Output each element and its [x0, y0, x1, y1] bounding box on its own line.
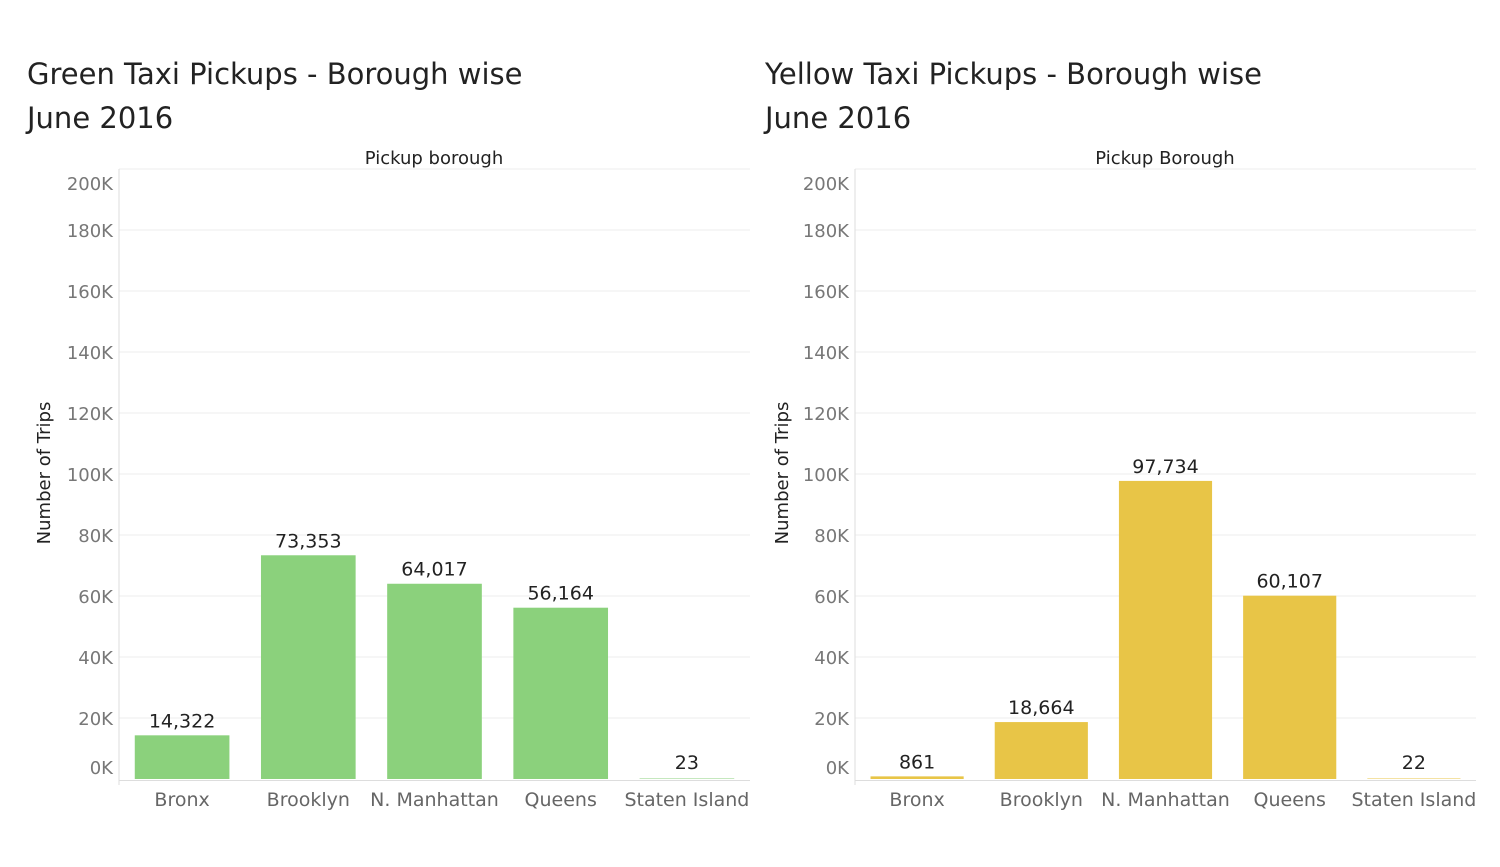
- x-tick-label: Bronx: [154, 789, 209, 811]
- x-tick-label: Queens: [525, 789, 597, 811]
- bar-brooklyn[interactable]: [994, 722, 1088, 779]
- y-tick-label: 160K: [803, 282, 850, 303]
- x-tick-label: Staten Island: [1351, 789, 1476, 811]
- bar-value-label: 97,734: [1132, 456, 1198, 478]
- chart-title-line1: Yellow Taxi Pickups - Borough wise: [764, 57, 1262, 91]
- bar-value-label: 73,353: [275, 530, 341, 552]
- y-tick-label: 20K: [814, 709, 850, 730]
- y-tick-label: 0K: [90, 758, 114, 779]
- y-tick-label: 80K: [814, 526, 850, 547]
- bar-n-manhattan[interactable]: [1118, 480, 1213, 779]
- bar-value-label: 18,664: [1008, 697, 1074, 719]
- x-tick-label: Staten Island: [624, 789, 749, 811]
- y-tick-label: 40K: [78, 648, 114, 669]
- y-tick-label: 200K: [803, 174, 850, 195]
- bar-queens[interactable]: [1243, 595, 1337, 779]
- y-tick-label: 0K: [826, 758, 850, 779]
- y-tick-label: 180K: [803, 221, 850, 242]
- y-tick-label: 60K: [78, 587, 114, 608]
- bar-n-manhattan[interactable]: [387, 583, 482, 779]
- chart-title-line1: Green Taxi Pickups - Borough wise: [27, 57, 523, 91]
- y-tick-label: 80K: [78, 526, 114, 547]
- x-tick-label: Queens: [1254, 789, 1326, 811]
- y-tick-label: 40K: [814, 648, 850, 669]
- y-tick-label: 140K: [67, 343, 114, 364]
- bar-bronx[interactable]: [134, 735, 230, 779]
- column-header: Pickup Borough: [1095, 148, 1234, 169]
- x-tick-label: N. Manhattan: [370, 789, 499, 811]
- bar-staten-island[interactable]: [1367, 778, 1461, 780]
- bar-value-label: 56,164: [527, 583, 593, 605]
- y-tick-label: 200K: [67, 174, 114, 195]
- x-tick-label: Bronx: [889, 789, 944, 811]
- y-axis-title: Number of Trips: [772, 402, 793, 545]
- y-tick-label: 160K: [67, 282, 114, 303]
- y-tick-label: 100K: [803, 465, 850, 486]
- bar-staten-island[interactable]: [639, 778, 735, 780]
- bar-value-label: 64,017: [401, 559, 467, 581]
- bar-value-label: 861: [899, 751, 935, 773]
- bar-queens[interactable]: [513, 607, 609, 779]
- bar-value-label: 60,107: [1256, 571, 1322, 593]
- y-tick-label: 100K: [67, 465, 114, 486]
- y-tick-label: 60K: [814, 587, 850, 608]
- chart-0: Green Taxi Pickups - Borough wise June 20…: [25, 57, 750, 811]
- bar-bronx[interactable]: [870, 776, 964, 779]
- y-tick-label: 140K: [803, 343, 850, 364]
- y-tick-label: 20K: [78, 709, 114, 730]
- bar-brooklyn[interactable]: [260, 555, 356, 779]
- x-tick-label: Brooklyn: [1000, 789, 1083, 811]
- y-tick-label: 180K: [67, 221, 114, 242]
- chart-title-line2: June 2016: [763, 101, 911, 135]
- y-tick-label: 120K: [67, 404, 114, 425]
- y-tick-label: 120K: [803, 404, 850, 425]
- bar-value-label: 22: [1402, 752, 1426, 774]
- chart-1: Yellow Taxi Pickups - Borough wise June 2…: [763, 57, 1476, 811]
- x-tick-label: N. Manhattan: [1101, 789, 1230, 811]
- x-tick-label: Brooklyn: [267, 789, 350, 811]
- column-header: Pickup borough: [365, 148, 503, 169]
- bar-value-label: 23: [675, 752, 699, 774]
- bar-value-label: 14,322: [149, 710, 215, 732]
- y-axis-title: Number of Trips: [34, 402, 55, 545]
- chart-title-line2: June 2016: [25, 101, 173, 135]
